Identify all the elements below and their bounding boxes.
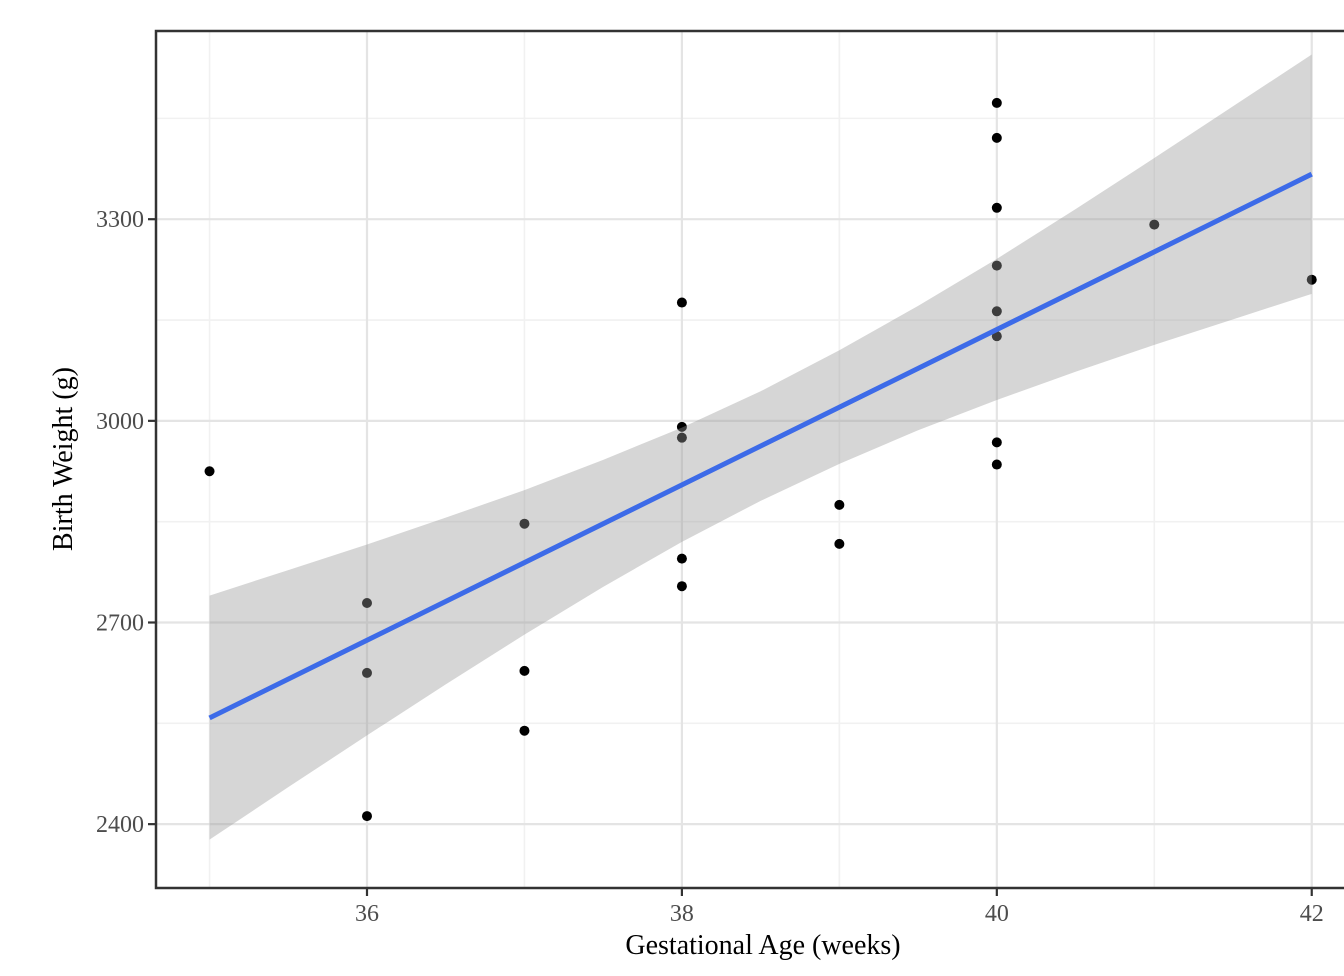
x-tick-label: 36	[355, 901, 379, 927]
data-point	[204, 466, 215, 477]
data-point	[1149, 219, 1160, 230]
data-point	[519, 518, 530, 529]
y-axis-title: Birth Weight (g)	[48, 367, 79, 551]
data-point	[519, 725, 530, 736]
x-tick-label: 38	[670, 901, 694, 927]
chart-canvas: 36 38 40 42 2400 2700 3000 3300	[96, 29, 1344, 927]
data-point	[834, 499, 845, 510]
data-point	[676, 581, 687, 592]
y-tick-label: 3300	[96, 207, 144, 233]
data-point	[991, 97, 1002, 108]
data-point	[834, 538, 845, 549]
data-point	[991, 260, 1002, 271]
data-point	[676, 297, 687, 308]
data-point	[519, 665, 530, 676]
data-point	[991, 306, 1002, 317]
panel-border	[154, 29, 1344, 890]
data-point	[991, 459, 1002, 470]
x-axis-title: Gestational Age (weeks)	[625, 930, 901, 961]
data-point	[676, 553, 687, 564]
data-point	[676, 421, 687, 432]
data-point	[361, 598, 372, 609]
data-point	[1306, 274, 1317, 285]
data-point	[361, 667, 372, 678]
scatter-plot-figure: 36 38 40 42 2400 2700 3000 3300 Gestational Age…	[40, 16, 1344, 976]
x-tick-label: 40	[985, 901, 1009, 927]
data-point	[676, 432, 687, 443]
data-point	[361, 811, 372, 822]
data-point	[991, 202, 1002, 213]
regression-line	[208, 171, 1313, 721]
y-tick-label: 2400	[96, 812, 144, 838]
data-point	[991, 132, 1002, 143]
data-point	[991, 331, 1002, 342]
data-point	[991, 437, 1002, 448]
y-tick-label: 3000	[96, 409, 144, 435]
y-tick-label: 2700	[96, 610, 144, 636]
x-tick-label: 42	[1300, 901, 1324, 927]
